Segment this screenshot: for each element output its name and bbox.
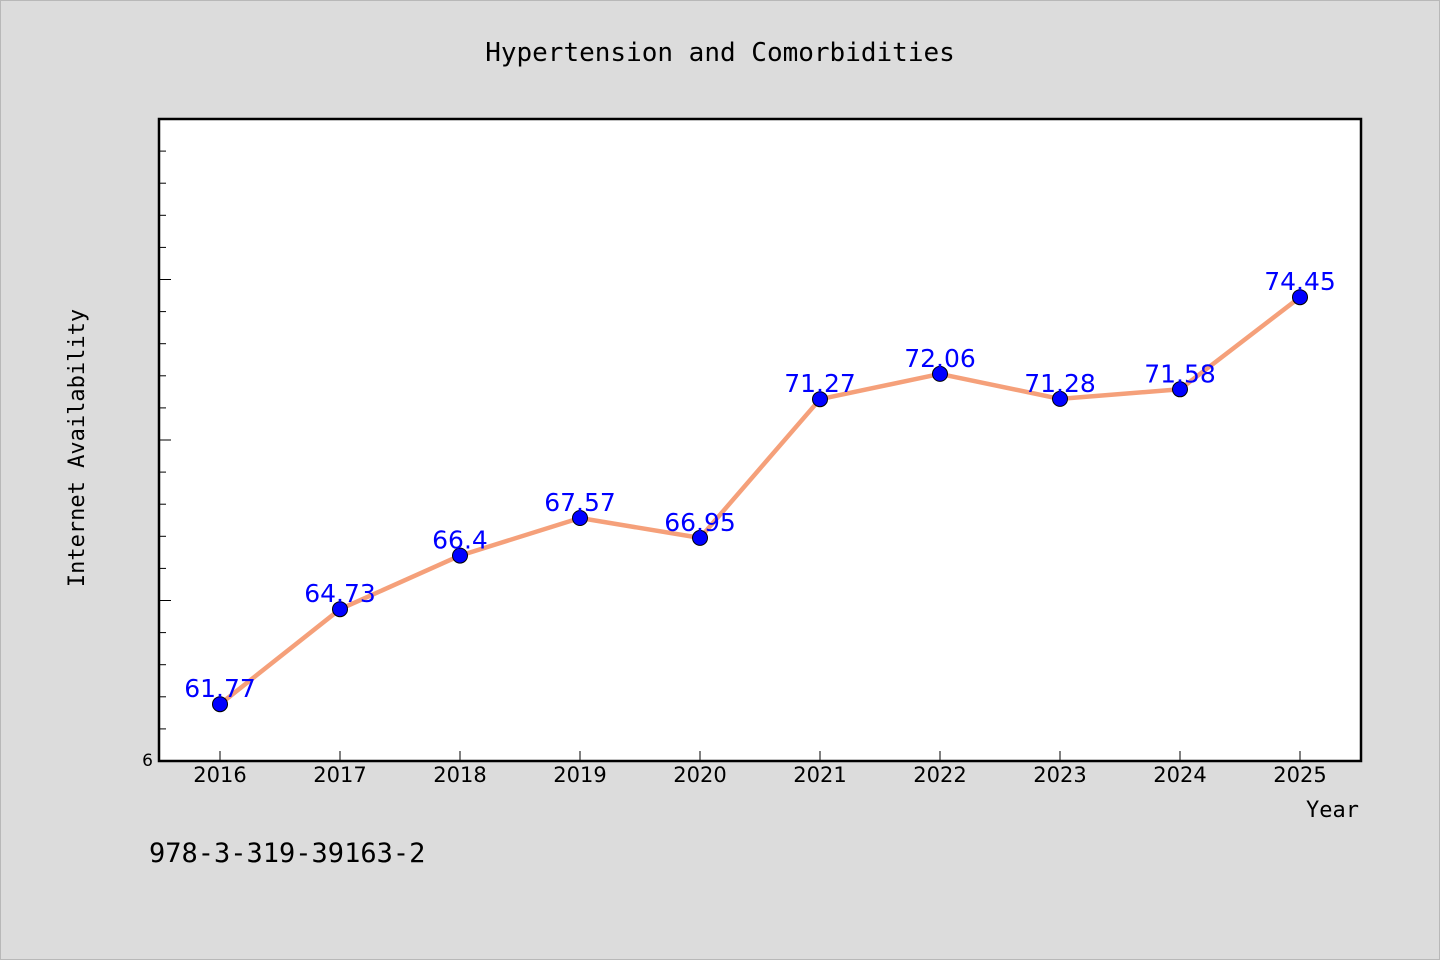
x-tick-label: 2017 <box>313 763 366 787</box>
x-tick-label: 2019 <box>553 763 606 787</box>
data-label: 71.28 <box>1024 369 1096 398</box>
x-axis-label: Year <box>1306 798 1359 823</box>
data-label: 66.95 <box>664 508 736 537</box>
data-point <box>452 547 468 564</box>
x-tick-label: 2023 <box>1033 763 1086 787</box>
chart-title: Hypertension and Comorbidities <box>485 38 955 68</box>
isbn-code: 978-3-319-39163-2 <box>149 838 425 869</box>
x-tick-label: 2020 <box>673 763 726 787</box>
x-tick-label: 2018 <box>433 763 486 787</box>
data-label: 67.57 <box>544 488 616 517</box>
data-label: 64.73 <box>304 579 376 608</box>
data-label: 72.06 <box>904 344 976 373</box>
x-axis-ticks: 2016 2017 2018 2019 2020 2021 2022 2023 2024 2025 <box>193 751 1327 787</box>
y-axis-ticks: 6 <box>142 118 171 771</box>
series-line <box>217 294 1303 707</box>
data-point <box>1172 381 1188 398</box>
data-point <box>692 529 708 546</box>
data-label: 61.77 <box>184 674 256 703</box>
y-tick-label: 6 <box>142 751 153 771</box>
data-point <box>1052 390 1068 407</box>
data-point <box>812 391 828 408</box>
data-point <box>212 696 228 713</box>
data-point <box>572 510 588 526</box>
data-label: 74.45 <box>1264 267 1336 296</box>
x-tick-label: 2021 <box>793 763 846 787</box>
plot-area <box>157 117 1363 763</box>
x-tick-label: 2024 <box>1153 763 1206 787</box>
series-group: 61.77 64.73 66.4 67.57 66.95 71.27 72.06 71.28 7… <box>184 267 1336 713</box>
x-tick-label: 2016 <box>193 763 246 787</box>
data-label: 66.4 <box>432 526 488 555</box>
x-tick-label: 2025 <box>1273 763 1326 787</box>
data-label: 71.27 <box>784 369 856 398</box>
data-point <box>1292 289 1308 306</box>
y-axis-label: Internet Availability <box>65 309 90 587</box>
data-label: 71.58 <box>1144 359 1216 388</box>
x-tick-label: 2022 <box>913 763 966 787</box>
data-point <box>332 601 348 618</box>
data-point <box>932 365 948 382</box>
